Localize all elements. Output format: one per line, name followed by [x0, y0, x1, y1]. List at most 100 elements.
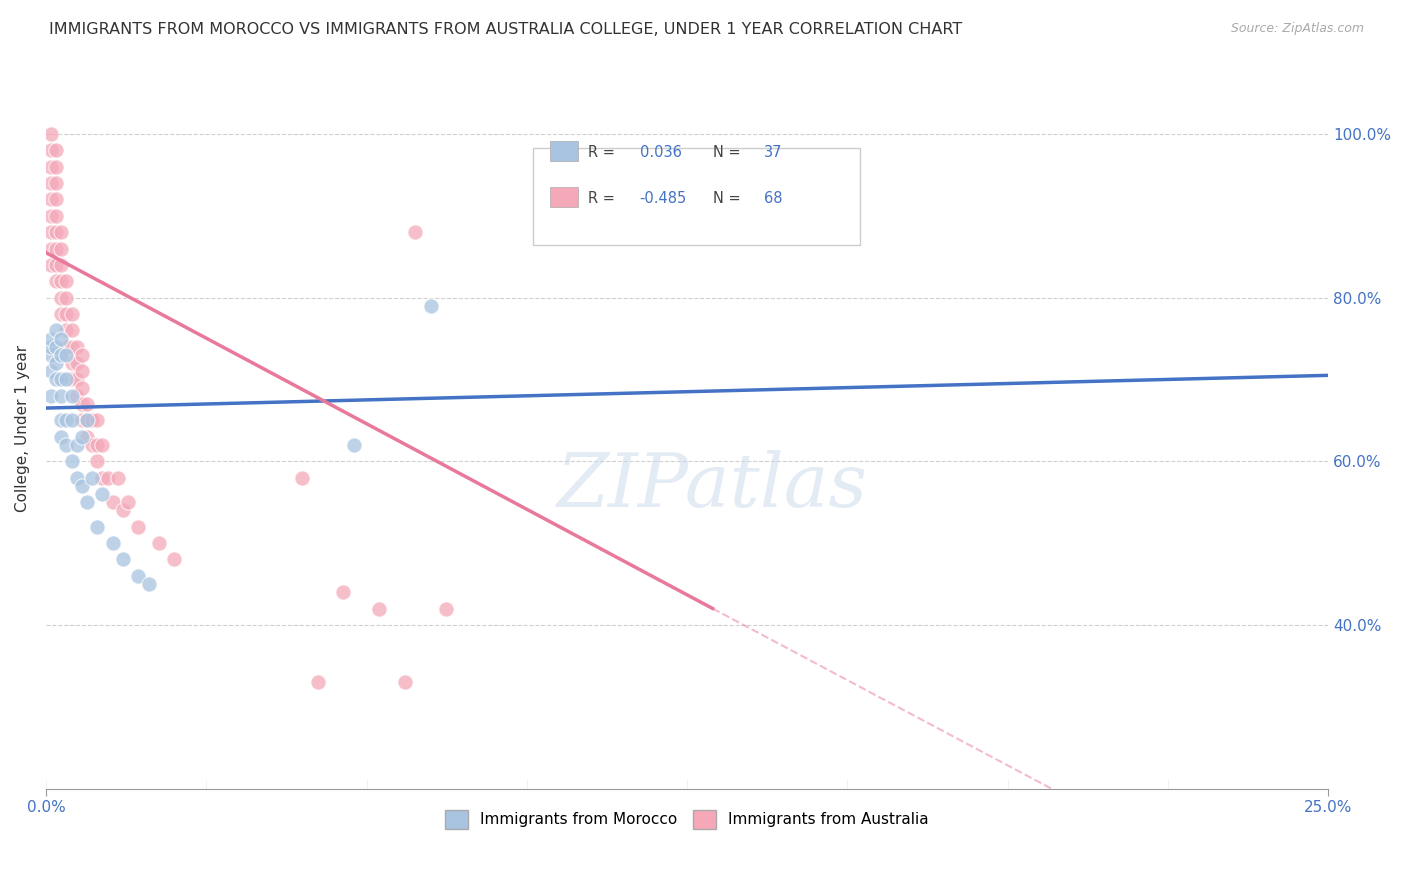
Point: [66, 340, 89, 354]
Point: [291, 470, 314, 484]
Point: [60, 413, 83, 427]
Bar: [550, 187, 578, 208]
Point: [60, 307, 83, 321]
Point: [163, 552, 186, 566]
Point: [419, 299, 441, 313]
Point: [70, 381, 93, 395]
Point: [86, 413, 108, 427]
Point: [127, 569, 149, 583]
Point: [86, 454, 108, 468]
Text: -0.485: -0.485: [640, 191, 688, 206]
Text: 68: 68: [763, 191, 783, 206]
Point: [91, 438, 114, 452]
Point: [45, 242, 67, 256]
Point: [55, 291, 77, 305]
Point: [148, 536, 170, 550]
Point: [51, 274, 73, 288]
Point: [55, 413, 77, 427]
Point: [55, 438, 77, 452]
Point: [45, 176, 67, 190]
Point: [39, 364, 62, 378]
Point: [70, 348, 93, 362]
Point: [101, 536, 124, 550]
Point: [91, 487, 114, 501]
Point: [60, 454, 83, 468]
Point: [117, 495, 139, 509]
Point: [51, 372, 73, 386]
Point: [66, 356, 89, 370]
Point: [66, 438, 89, 452]
Text: IMMIGRANTS FROM MOROCCO VS IMMIGRANTS FROM AUSTRALIA COLLEGE, UNDER 1 YEAR CORRE: IMMIGRANTS FROM MOROCCO VS IMMIGRANTS FR…: [49, 22, 963, 37]
Point: [404, 225, 426, 239]
Point: [91, 470, 114, 484]
Point: [51, 225, 73, 239]
Point: [39, 332, 62, 346]
Point: [307, 675, 329, 690]
Point: [60, 340, 83, 354]
Point: [45, 372, 67, 386]
Y-axis label: College, Under 1 year: College, Under 1 year: [15, 345, 30, 512]
Point: [66, 389, 89, 403]
Text: 0.036: 0.036: [640, 145, 682, 161]
Point: [60, 389, 83, 403]
Point: [76, 430, 98, 444]
Point: [45, 225, 67, 239]
Point: [39, 242, 62, 256]
Point: [107, 470, 129, 484]
Point: [66, 470, 89, 484]
Point: [51, 332, 73, 346]
Point: [39, 144, 62, 158]
Point: [101, 495, 124, 509]
Point: [39, 225, 62, 239]
Point: [39, 340, 62, 354]
Text: N =: N =: [713, 145, 741, 161]
Legend: Immigrants from Morocco, Immigrants from Australia: Immigrants from Morocco, Immigrants from…: [439, 804, 935, 835]
Point: [60, 372, 83, 386]
Point: [394, 675, 416, 690]
Point: [51, 348, 73, 362]
Point: [434, 601, 457, 615]
Point: [51, 291, 73, 305]
Point: [76, 495, 98, 509]
Point: [39, 389, 62, 403]
Point: [76, 397, 98, 411]
Point: [82, 438, 104, 452]
Point: [39, 193, 62, 207]
Point: [45, 193, 67, 207]
Point: [76, 413, 98, 427]
Point: [51, 389, 73, 403]
Point: [51, 242, 73, 256]
Bar: [550, 141, 578, 161]
Point: [111, 552, 134, 566]
Point: [51, 430, 73, 444]
Point: [76, 413, 98, 427]
Point: [39, 348, 62, 362]
Point: [55, 340, 77, 354]
Point: [86, 519, 108, 533]
Text: R =: R =: [588, 145, 616, 161]
Point: [45, 356, 67, 370]
Point: [45, 274, 67, 288]
Point: [39, 258, 62, 272]
Point: [55, 323, 77, 337]
Point: [60, 323, 83, 337]
Point: [39, 176, 62, 190]
Point: [39, 127, 62, 141]
Point: [45, 323, 67, 337]
Point: [82, 470, 104, 484]
Point: [51, 307, 73, 321]
Point: [332, 585, 354, 599]
Point: [55, 307, 77, 321]
Point: [70, 430, 93, 444]
Point: [60, 356, 83, 370]
Point: [45, 144, 67, 158]
Point: [45, 258, 67, 272]
Point: [96, 470, 118, 484]
Point: [70, 413, 93, 427]
Point: [70, 397, 93, 411]
Point: [82, 413, 104, 427]
Point: [51, 258, 73, 272]
Point: [111, 503, 134, 517]
Point: [138, 577, 160, 591]
Text: 37: 37: [763, 145, 783, 161]
